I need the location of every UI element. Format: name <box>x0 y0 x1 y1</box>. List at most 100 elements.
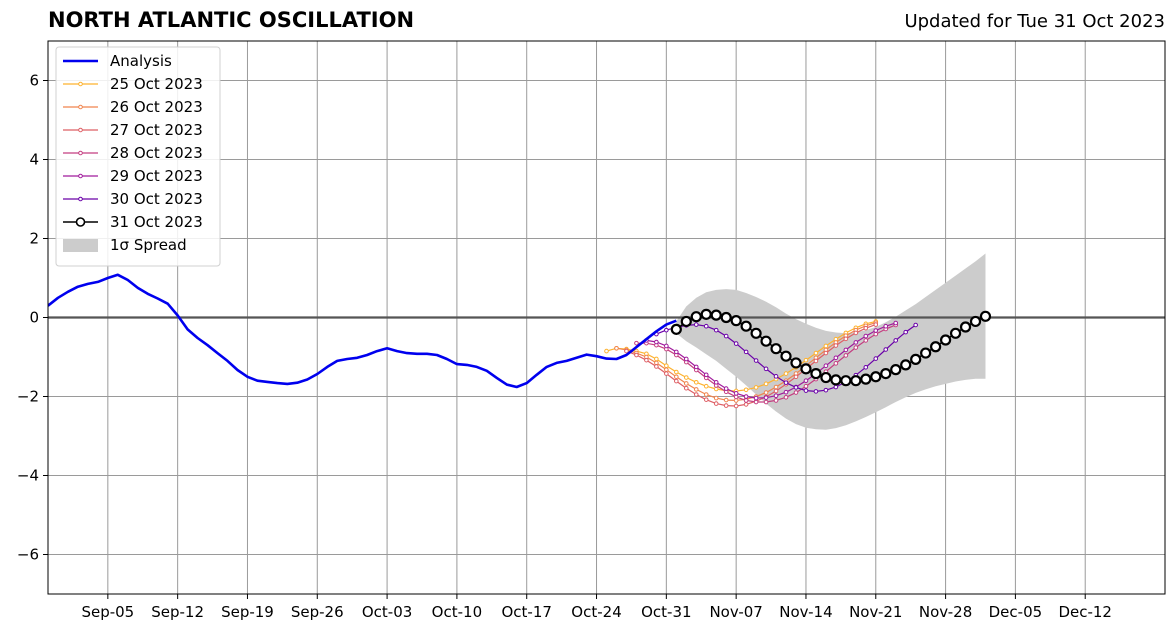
forecast-point <box>843 336 849 342</box>
forecast-point <box>949 327 962 339</box>
forecast-point <box>664 343 669 349</box>
forecast-point <box>670 323 682 335</box>
legend-label: 30 Oct 2023 <box>110 190 203 208</box>
forecast-point <box>683 375 689 380</box>
forecast-series <box>624 322 879 409</box>
forecast-point <box>763 395 769 400</box>
x-tick-label: Oct-17 <box>501 603 551 621</box>
x-tick-label: Nov-28 <box>919 603 972 621</box>
forecast-point <box>654 356 659 362</box>
forecast-point <box>723 333 729 339</box>
forecast-point <box>863 338 869 343</box>
x-tick-label: Oct-03 <box>362 603 412 621</box>
forecast-point <box>693 387 699 392</box>
forecast-point <box>720 311 732 324</box>
forecast-point <box>723 403 729 408</box>
x-tick-label: Sep-05 <box>81 603 134 621</box>
legend-marker <box>78 150 83 156</box>
legend-item: 31 Oct 2023 <box>63 213 203 231</box>
y-tick-label: 0 <box>29 309 39 327</box>
forecast-point <box>793 374 799 380</box>
forecast-point <box>773 398 779 403</box>
forecast-point <box>753 358 759 363</box>
forecast-point <box>634 352 639 358</box>
forecast-point <box>803 388 809 393</box>
forecast-point <box>863 325 869 331</box>
forecast-point <box>780 350 792 362</box>
forecast-point <box>743 387 749 393</box>
forecast-point <box>733 391 739 396</box>
forecast-point <box>730 315 742 327</box>
legend-label: 31 Oct 2023 <box>110 213 203 231</box>
forecast-point <box>763 399 769 405</box>
forecast-point <box>783 371 789 376</box>
forecast-point <box>873 328 879 333</box>
y-tick-label: −6 <box>17 546 39 564</box>
forecast-point <box>760 335 772 347</box>
legend-label: 26 Oct 2023 <box>110 98 203 116</box>
forecast-point <box>713 401 719 406</box>
forecast-point <box>770 343 782 355</box>
y-tick-label: −2 <box>17 388 39 406</box>
forecast-point <box>654 364 659 369</box>
forecast-point <box>860 373 872 385</box>
x-tick-label: Oct-24 <box>571 603 621 621</box>
forecast-point <box>833 355 839 361</box>
forecast-point <box>853 340 859 345</box>
x-tick-label: Dec-12 <box>1058 603 1112 621</box>
forecast-point <box>903 329 908 335</box>
forecast-point <box>783 389 789 395</box>
forecast-point <box>740 320 752 332</box>
spread-band <box>676 253 986 430</box>
forecast-point <box>843 353 849 358</box>
forecast-series <box>670 308 992 387</box>
legend-marker <box>78 127 83 133</box>
forecast-point <box>813 358 819 364</box>
forecast-point <box>763 366 769 372</box>
forecast-line <box>606 320 876 392</box>
forecast-point <box>803 383 809 389</box>
forecast-point <box>803 378 809 384</box>
forecast-point <box>693 392 699 397</box>
forecast-point <box>723 397 729 403</box>
forecast-point <box>979 310 992 322</box>
legend-item: 28 Oct 2023 <box>63 144 203 162</box>
forecast-point <box>693 364 699 370</box>
legend-item: Analysis <box>63 52 172 70</box>
legend-swatch <box>63 239 98 252</box>
forecast-point <box>703 392 709 397</box>
legend-marker <box>78 81 83 87</box>
forecast-point <box>833 384 839 390</box>
forecast-point <box>710 309 722 321</box>
legend-marker <box>75 217 86 227</box>
forecast-point <box>920 347 932 359</box>
forecast-point <box>604 348 609 354</box>
forecast-point <box>850 375 862 387</box>
forecast-point <box>753 399 759 405</box>
forecast-point <box>790 357 802 369</box>
forecast-point <box>664 327 669 333</box>
forecast-point <box>700 308 712 320</box>
forecast-point <box>793 390 799 395</box>
legend: Analysis 25 Oct 2023 26 Oct 2023 27 Oct 202… <box>55 46 221 267</box>
legend-label: Analysis <box>110 52 172 70</box>
forecast-point <box>863 333 869 339</box>
legend-item: 29 Oct 2023 <box>63 167 203 185</box>
forecast-point <box>743 402 749 407</box>
forecast-point <box>693 322 699 327</box>
y-tick-label: 6 <box>29 72 39 90</box>
forecast-point <box>969 315 982 328</box>
legend-item: 25 Oct 2023 <box>63 75 203 93</box>
forecast-point <box>614 346 619 351</box>
legend-marker <box>78 196 83 202</box>
forecast-point <box>683 381 689 386</box>
forecast-point <box>893 338 899 343</box>
forecast-point <box>783 394 789 400</box>
forecast-point <box>959 321 972 333</box>
forecast-point <box>830 374 842 386</box>
chart-title: NORTH ATLANTIC OSCILLATION <box>48 8 415 32</box>
forecast-point <box>713 327 719 333</box>
forecast-point <box>853 330 859 336</box>
forecast-point <box>773 388 779 394</box>
